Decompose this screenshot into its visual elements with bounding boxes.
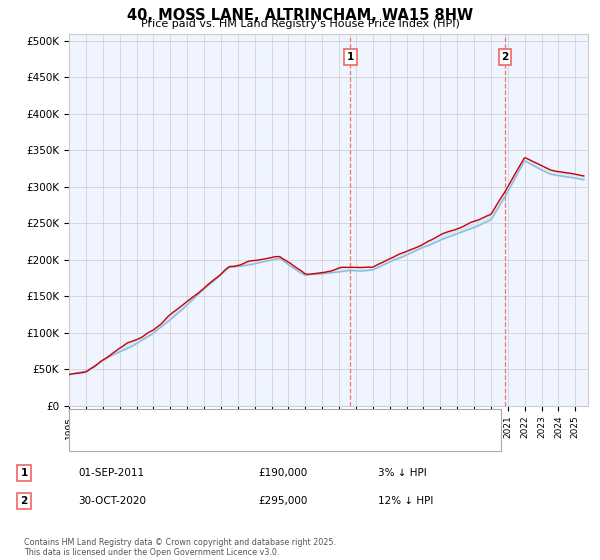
Text: £190,000: £190,000	[258, 468, 307, 478]
Text: 12% ↓ HPI: 12% ↓ HPI	[378, 496, 433, 506]
Text: Contains HM Land Registry data © Crown copyright and database right 2025.
This d: Contains HM Land Registry data © Crown c…	[24, 538, 336, 557]
Text: 3% ↓ HPI: 3% ↓ HPI	[378, 468, 427, 478]
Text: 40, MOSS LANE, ALTRINCHAM, WA15 8HW (semi-detached house): 40, MOSS LANE, ALTRINCHAM, WA15 8HW (sem…	[102, 416, 414, 425]
Text: HPI: Average price, semi-detached house, Trafford: HPI: Average price, semi-detached house,…	[102, 436, 341, 445]
Text: ——: ——	[75, 434, 100, 447]
Text: Price paid vs. HM Land Registry's House Price Index (HPI): Price paid vs. HM Land Registry's House …	[140, 19, 460, 29]
Text: 1: 1	[20, 468, 28, 478]
Text: 2: 2	[20, 496, 28, 506]
Text: 40, MOSS LANE, ALTRINCHAM, WA15 8HW: 40, MOSS LANE, ALTRINCHAM, WA15 8HW	[127, 8, 473, 24]
Text: 01-SEP-2011: 01-SEP-2011	[78, 468, 144, 478]
Text: 1: 1	[347, 52, 354, 62]
Text: 30-OCT-2020: 30-OCT-2020	[78, 496, 146, 506]
Text: ——: ——	[75, 414, 100, 427]
Text: £295,000: £295,000	[258, 496, 307, 506]
Text: 2: 2	[502, 52, 509, 62]
